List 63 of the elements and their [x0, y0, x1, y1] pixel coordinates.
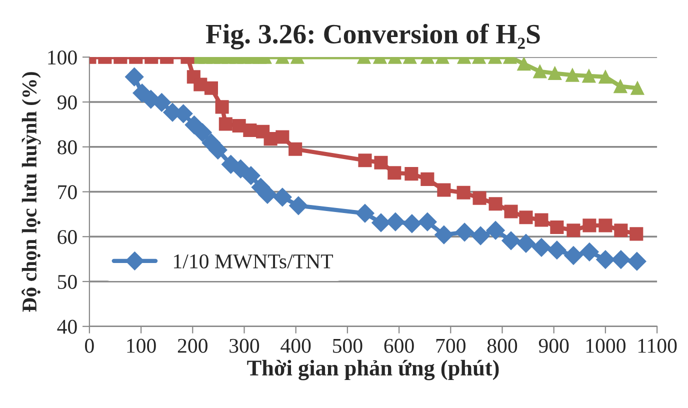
y-tick-label: 50 [58, 274, 77, 289]
point [404, 167, 418, 181]
x-tick-label: 600 [384, 338, 414, 353]
point [374, 156, 388, 170]
y-tick-label: 60 [58, 230, 77, 244]
x-tick-label: 900 [538, 338, 569, 353]
x-tick-label: 200 [178, 338, 208, 353]
point [289, 196, 308, 216]
point [434, 225, 454, 244]
x-tick-label: 300 [230, 338, 260, 353]
y-tick-label: 70 [58, 185, 77, 200]
y-tick-label: 80 [58, 140, 77, 154]
x-tick-label: 400 [280, 338, 311, 353]
point [486, 221, 505, 240]
y-axis-title: Độ chọn lọc lưu huỳnh (%) [22, 72, 41, 312]
x-axis-title: Thời gian phản ứng (phút) [247, 360, 499, 380]
point [273, 188, 292, 207]
point [386, 212, 405, 232]
y-tick-label: 40 [57, 320, 77, 334]
point [358, 154, 372, 168]
point [519, 210, 533, 224]
point [471, 226, 490, 246]
x-tick-label: 0 [85, 338, 94, 353]
point [372, 213, 390, 232]
chart-title: Fig. 3.26: Conversion of H₂S [206, 24, 540, 50]
point [242, 166, 260, 185]
point [614, 224, 628, 238]
y-tick-label: 90 [57, 95, 77, 110]
point [402, 214, 422, 233]
x-tick-label: 500 [333, 338, 362, 353]
point [356, 204, 374, 223]
point [472, 191, 486, 205]
x-tick-label: 1000 [586, 338, 626, 353]
point [488, 197, 502, 211]
point [534, 213, 548, 227]
point [612, 250, 630, 269]
point [288, 142, 302, 156]
point [566, 224, 580, 238]
point [630, 227, 644, 241]
point [504, 204, 518, 218]
point [388, 166, 402, 180]
point [516, 234, 536, 253]
x-tick-label: 100 [127, 338, 156, 353]
point [420, 172, 434, 186]
point [456, 186, 470, 200]
point [582, 218, 596, 232]
point [455, 222, 474, 242]
point [596, 250, 615, 269]
x-tick-label: 1100 [638, 338, 677, 353]
point [532, 238, 551, 257]
x-tick-label: 700 [436, 338, 466, 353]
point [418, 212, 437, 232]
point [628, 252, 646, 271]
point [548, 240, 566, 260]
point [550, 220, 564, 234]
point [564, 246, 583, 265]
legend-label: 1/10 MWNTs/TNT [174, 254, 333, 269]
point [598, 218, 612, 232]
point [437, 183, 451, 197]
x-tick-label: 800 [487, 338, 518, 353]
y-tick-label: 100 [48, 50, 77, 65]
point [502, 231, 520, 250]
point [580, 242, 599, 262]
